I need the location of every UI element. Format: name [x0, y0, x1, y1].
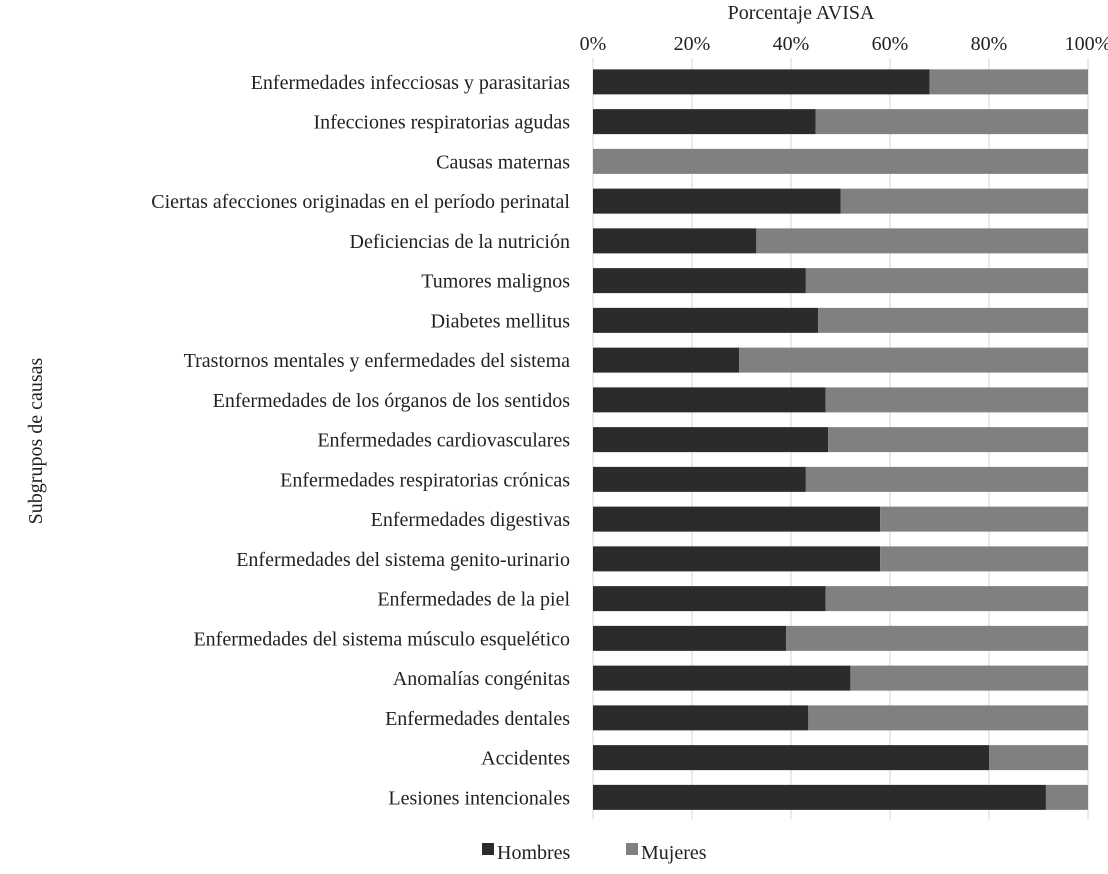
- bar-hombres-0: [593, 69, 930, 95]
- x-tick-label: 20%: [674, 33, 711, 55]
- x-tick-label: 0%: [580, 33, 607, 55]
- category-label: Deficiencias de la nutrición: [350, 231, 570, 253]
- bar-hombres-1: [593, 109, 816, 135]
- bar-mujeres-16: [808, 705, 1088, 731]
- bar-hombres-5: [593, 268, 806, 294]
- category-label: Infecciones respiratorias agudas: [313, 112, 570, 134]
- x-axis-title: Porcentaje AVISA: [728, 2, 875, 24]
- bar-mujeres-10: [805, 466, 1088, 492]
- bar-hombres-10: [593, 466, 806, 492]
- legend-swatch-hombres: [482, 843, 494, 855]
- category-label: Enfermedades del sistema músculo esquelé…: [193, 628, 570, 650]
- category-label: Enfermedades dentales: [385, 708, 570, 730]
- bar-hombres-9: [593, 427, 829, 453]
- bar-mujeres-7: [739, 347, 1088, 373]
- category-label: Enfermedades respiratorias crónicas: [280, 469, 570, 491]
- bar-mujeres-1: [815, 109, 1088, 135]
- category-label: Ciertas afecciones originadas en el perí…: [151, 191, 570, 213]
- category-label: Lesiones intencionales: [388, 787, 570, 809]
- category-label: Anomalías congénitas: [393, 668, 570, 690]
- x-tick-label: 100%: [1065, 33, 1108, 55]
- bar-mujeres-12: [880, 546, 1088, 572]
- bar-mujeres-18: [1045, 784, 1088, 810]
- category-label: Enfermedades digestivas: [371, 509, 571, 531]
- bar-mujeres-17: [989, 745, 1088, 771]
- bar-mujeres-3: [840, 188, 1088, 214]
- x-tick-label: 80%: [971, 33, 1008, 55]
- y-axis-title: Subgrupos de causas: [25, 357, 47, 524]
- category-label: Enfermedades de la piel: [377, 589, 570, 611]
- category-label: Trastornos mentales y enfermedades del s…: [184, 350, 571, 372]
- category-label: Enfermedades cardiovasculares: [317, 430, 570, 452]
- bar-mujeres-13: [825, 586, 1088, 612]
- bar-mujeres-6: [818, 307, 1088, 333]
- bar-hombres-13: [593, 586, 826, 612]
- bar-hombres-12: [593, 546, 881, 572]
- bar-hombres-7: [593, 347, 740, 373]
- bar-hombres-15: [593, 665, 851, 691]
- legend-label-mujeres: Mujeres: [641, 842, 707, 864]
- bar-mujeres-14: [786, 625, 1088, 651]
- category-labels: Enfermedades infecciosas y parasitarias I…: [151, 72, 570, 810]
- bar-hombres-16: [593, 705, 809, 731]
- bar-hombres-18: [593, 784, 1046, 810]
- bar-hombres-6: [593, 307, 819, 333]
- bar-mujeres-15: [850, 665, 1088, 691]
- x-tick-label: 40%: [773, 33, 810, 55]
- category-label: Enfermedades de los órganos de los senti…: [213, 390, 571, 412]
- bar-mujeres-8: [825, 387, 1088, 413]
- category-label: Enfermedades infecciosas y parasitarias: [251, 72, 571, 94]
- category-label: Tumores malignos: [421, 271, 570, 293]
- x-tick-labels: 0% 20% 40% 60% 80% 100%: [580, 33, 1108, 55]
- bar-hombres-14: [593, 625, 787, 651]
- bar-mujeres-5: [805, 268, 1088, 294]
- bar-hombres-17: [593, 745, 989, 771]
- legend: Hombres Mujeres: [482, 842, 707, 864]
- bar-hombres-8: [593, 387, 826, 413]
- bars: [593, 69, 1088, 810]
- legend-label-hombres: Hombres: [497, 842, 571, 864]
- bar-hombres-3: [593, 188, 841, 214]
- bar-hombres-4: [593, 228, 757, 254]
- category-label: Accidentes: [481, 748, 570, 770]
- bar-mujeres-0: [929, 69, 1088, 95]
- category-label: Causas maternas: [436, 151, 570, 173]
- bar-hombres-11: [593, 506, 881, 532]
- bar-mujeres-11: [880, 506, 1088, 532]
- bar-mujeres-4: [756, 228, 1088, 254]
- x-tick-label: 60%: [872, 33, 909, 55]
- category-label: Diabetes mellitus: [431, 310, 571, 332]
- legend-swatch-mujeres: [626, 843, 638, 855]
- category-label: Enfermedades del sistema genito-urinario: [236, 549, 570, 571]
- bar-mujeres-9: [828, 427, 1088, 453]
- bar-mujeres-2: [593, 148, 1088, 174]
